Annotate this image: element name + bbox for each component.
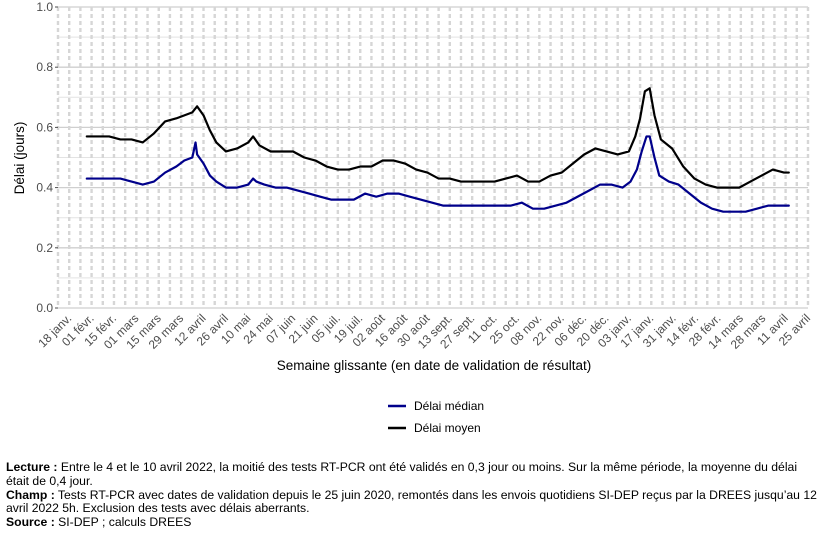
line-chart: 0.0 0.2 0.4 0.6 0.8 1.0 18 janv.01 févr.15 fé… — [12, 0, 813, 435]
source-label: Source : — [6, 515, 55, 530]
legend-label-1: Délai moyen — [414, 421, 481, 435]
series-lines — [85, 87, 790, 213]
lecture-label: Lecture : — [6, 460, 58, 474]
series-line-1 — [85, 87, 790, 189]
y-tick-label: 0.8 — [36, 60, 53, 74]
legend: Délai médian Délai moyen — [388, 399, 484, 435]
chart-notes: Lecture : Entre le 4 et le 10 avril 2022… — [6, 460, 818, 530]
y-axis-label: Délai (jours) — [12, 122, 27, 195]
y-tick-label: 1.0 — [36, 0, 53, 14]
series-line-0 — [85, 135, 790, 213]
x-axis-label: Semaine glissante (en date de validation… — [277, 358, 591, 373]
y-axis-ticks: 0.0 0.2 0.4 0.6 0.8 1.0 — [36, 0, 58, 315]
champ-label: Champ : — [6, 487, 55, 502]
lecture-text: Entre le 4 et le 10 avril 2022, la moiti… — [6, 460, 798, 488]
y-tick-label: 0.6 — [36, 120, 53, 134]
source-note: Source : SI-DEP ; calculs DREES — [6, 515, 818, 530]
y-tick-label: 0.4 — [36, 181, 53, 195]
y-tick-label: 0.2 — [36, 241, 53, 255]
champ-note: Champ : Tests RT-PCR avec dates de valid… — [6, 487, 818, 517]
y-tick-label: 0.0 — [36, 301, 53, 315]
grid-lines — [56, 6, 810, 309]
legend-label-0: Délai médian — [414, 399, 484, 413]
lecture-note: Lecture : Entre le 4 et le 10 avril 2022… — [6, 460, 818, 489]
source-text: SI-DEP ; calculs DREES — [54, 515, 192, 530]
champ-text: Tests RT-PCR avec dates de validation de… — [6, 487, 817, 516]
